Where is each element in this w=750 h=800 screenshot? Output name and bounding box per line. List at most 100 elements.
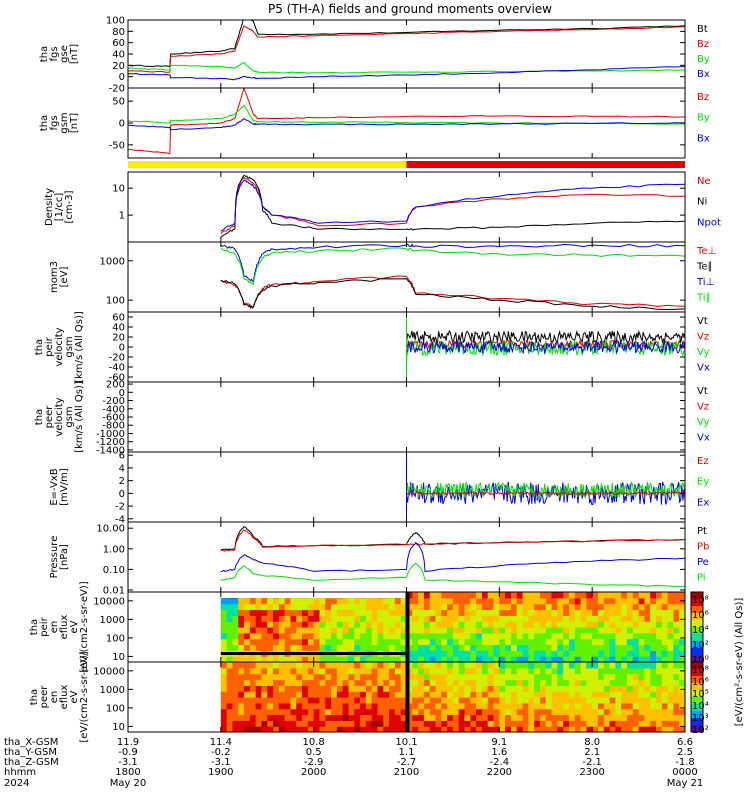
spectrogram-cell [360,638,367,646]
spectrogram-cell [510,726,518,732]
spectrogram-cell [249,638,257,646]
spectrogram-cell [487,714,495,721]
spectrogram-cell [487,691,495,698]
spectrogram-cell [273,720,280,727]
spectrogram-cell [510,673,518,681]
spectrogram-cell [539,592,547,599]
spectrogram-cell [505,597,512,605]
spectrogram-cell [626,720,634,727]
spectrogram-cell [406,644,413,651]
spectrogram-cell [522,685,529,692]
spectrogram-cell [534,714,541,721]
spectrogram-cell [331,609,338,616]
spectrogram-cell [667,662,674,669]
spectrogram-cell [510,621,518,628]
spectrogram-cell [290,720,297,727]
y-tick-label: -400 [102,404,125,415]
spectrogram-cell [307,603,315,611]
spectrogram-cell [423,673,431,681]
spectrogram-cell [365,697,373,704]
spectrogram-cell [383,621,390,628]
spectrogram-cell [267,685,274,692]
spectrogram-cell [493,662,500,669]
spectrogram-cell [220,662,228,669]
y-axis-label: eV [69,620,80,633]
spectrogram-cell [354,597,361,605]
spectrogram-cell [626,597,634,605]
spectrogram-cell [534,603,541,611]
spectrogram-cell [290,702,297,710]
spectrogram-cell [452,609,460,616]
spectrogram-cell [563,592,570,599]
y-axis-label: [1/cc] [54,193,65,222]
colorbar-tick-label: 10⁵ [692,689,709,700]
spectrogram-cell [336,685,344,692]
spectrogram-cell [551,662,558,669]
spectrogram-cell [528,667,535,675]
bottom-date-label: May 21 [667,778,704,789]
spectrogram-cell [394,662,402,669]
spectrogram-cell [313,627,321,634]
spectrogram-cell [267,702,274,710]
spectrogram-cell [383,632,390,640]
spectrogram-cell [220,609,228,616]
spectrogram-cell [505,708,512,716]
spectrogram-cell [452,702,460,710]
spectrogram-cell [679,603,685,611]
spectrogram-cell [255,697,263,704]
series-line-Vt [406,329,685,345]
spectrogram-cell [429,667,437,675]
spectrogram-cell [261,714,268,721]
spectrogram-cell [609,638,616,646]
spectrogram-cell [597,708,605,716]
spectrogram-cell [377,632,384,640]
spectrogram-cell [278,673,286,681]
spectrogram-cell [609,702,616,710]
spectrogram-cell [679,656,685,662]
spectrogram-cell [673,667,680,675]
spectrogram-cell [226,685,234,692]
y-tick-label: -1400 [96,445,125,456]
spectrogram-cell [284,685,292,692]
spectrogram-cell [423,720,431,727]
spectrogram-cell [244,621,251,628]
spectrogram-cell [238,697,245,704]
spectrogram-cell [267,726,274,732]
spectrogram-cell [539,621,547,628]
y-tick-label: 1000 [100,685,125,696]
spectrogram-cell [249,656,257,662]
spectrogram-cell [655,673,663,681]
spectrogram-cell [249,621,257,628]
spectrogram-cell [348,685,355,692]
spectrogram-cell [313,644,321,651]
spectrogram-cell [319,621,326,628]
spectrogram-cell [249,609,257,616]
spectrogram-cell [574,691,582,698]
spectrogram-cell [464,609,471,616]
y-tick-label: 20 [112,61,125,72]
spectrogram-cell [452,597,460,605]
series-line-Te∥ [220,278,685,311]
spectrogram-cell [377,667,384,675]
spectrogram-cell [470,615,477,622]
spectrogram-cell [273,621,280,628]
spectrogram-cell [296,638,303,646]
spectrogram-cell [603,627,611,634]
spectrogram-cell [244,679,251,686]
spectrogram-cell [400,714,408,721]
spectrogram-cell [302,697,309,704]
spectrogram-cell [592,656,599,662]
spectrogram-cell [325,697,332,704]
spectrogram-cell [429,697,437,704]
spectrogram-cell [655,691,663,698]
spectrogram-cell [528,708,535,716]
spectrogram-cell [644,697,651,704]
spectrogram-cell [586,697,593,704]
spectrogram-cell [516,667,524,675]
spectrogram-cell [365,702,373,710]
spectrogram-cell [261,691,268,698]
spectrogram-cell [545,592,553,599]
spectrogram-cell [499,714,506,721]
spectrogram-cell [273,644,280,651]
spectrogram-cell [505,697,512,704]
